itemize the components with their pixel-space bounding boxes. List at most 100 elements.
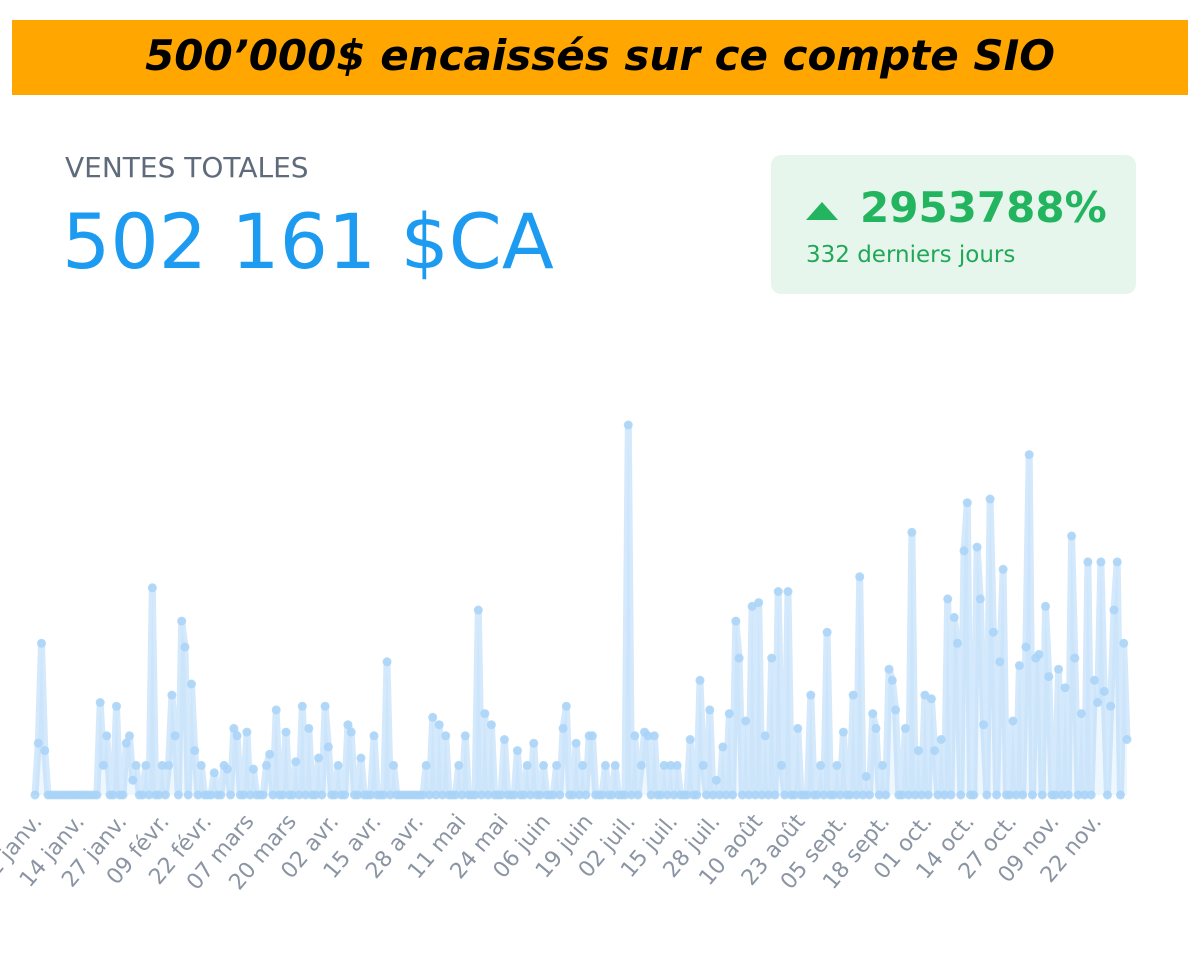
point [209,768,219,778]
point [998,564,1008,574]
point [431,790,441,800]
point [600,760,610,770]
point [992,790,1002,800]
point [633,790,643,800]
point [1070,653,1080,663]
point [157,760,167,770]
point [102,731,112,741]
point [382,657,392,667]
point [193,790,203,800]
point [887,675,897,685]
point [734,653,744,663]
point [568,790,578,800]
point [979,720,989,730]
point [672,760,682,770]
change-value: 2953788% [860,183,1107,232]
point [861,772,871,781]
point [40,746,50,756]
point [597,790,607,800]
point [499,735,509,744]
point [561,701,571,711]
point [721,790,731,800]
point [1041,601,1051,611]
point [864,790,874,800]
point [1050,790,1060,800]
point [949,612,959,622]
point [460,731,470,741]
point [180,642,190,652]
point [525,790,535,800]
point [522,760,532,770]
point [646,790,656,800]
point [838,727,848,737]
point [845,790,855,800]
point [160,790,170,800]
point [581,790,591,800]
point [1089,675,1099,685]
point [962,498,972,508]
point [164,760,174,770]
point [428,712,438,722]
point [1011,790,1021,800]
point [310,790,320,800]
point [356,753,366,763]
change-box [771,155,1136,294]
point [574,790,584,800]
point [1099,686,1109,696]
point [226,790,236,800]
point [776,760,786,770]
point [555,790,565,800]
point [343,720,353,730]
point [662,790,672,800]
point [95,698,105,707]
point [1034,649,1044,659]
point [477,790,487,800]
point [767,653,777,663]
point [558,723,568,733]
point [829,790,839,800]
point [519,790,529,800]
point [933,790,943,800]
point [900,723,910,733]
point [724,709,734,719]
change-period: 332 derniers jours [806,242,1015,268]
point [552,760,562,770]
point [366,790,376,800]
point [242,727,252,737]
total-label: VENTES TOTALES [65,151,309,184]
point [118,790,128,800]
up-icon [806,202,838,220]
point [232,731,242,741]
point [245,790,255,800]
point [418,790,428,800]
point [741,716,751,726]
point [711,775,721,785]
point [728,790,738,800]
point [206,790,216,800]
point [1067,531,1077,541]
point [780,790,790,800]
point [930,746,940,756]
point [871,723,881,733]
point [917,790,927,800]
point [936,735,946,744]
point [353,790,363,800]
point [806,690,816,700]
point [803,790,813,800]
point [835,790,845,800]
point [385,790,395,800]
point [480,709,490,719]
point [1119,638,1129,648]
point [988,627,998,637]
point [881,790,891,800]
point [379,790,389,800]
point [1060,683,1070,693]
point [128,775,138,785]
point [297,701,307,711]
point [239,790,249,800]
point [333,760,343,770]
point [731,616,741,626]
point [92,790,102,800]
